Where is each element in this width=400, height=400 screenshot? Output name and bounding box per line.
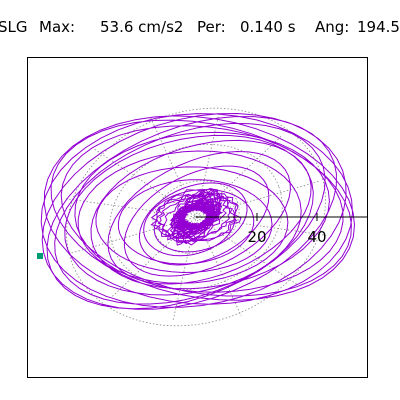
station-code: SLG (0, 18, 28, 36)
trace-path (40, 112, 356, 310)
angle-label: Ang: (315, 18, 350, 36)
angle-axis: 20 40 (196, 213, 367, 246)
axis-tick-label: 40 (307, 228, 326, 246)
max-value: 53.6 cm/s2 (100, 18, 184, 36)
period-value: 0.140 s (240, 18, 296, 36)
angle-value: 194.5 (357, 18, 400, 36)
grid-spoke (110, 136, 282, 298)
max-label: Max: (39, 18, 76, 36)
orbit-plot-frame: 20 40 (27, 57, 368, 378)
axis-tick-label: 20 (247, 228, 266, 246)
orbit-plot: 20 40 (37, 107, 367, 327)
particle-motion-trace (40, 112, 356, 310)
grid-ring (152, 180, 240, 254)
grid-ring (109, 144, 283, 290)
header-bar: SLG Max: 53.6 cm/s2 Per: 0.140 s Ang: 19… (0, 17, 400, 177)
grid-spoke (94, 148, 298, 286)
start-marker (37, 253, 43, 259)
grid-spoke (71, 180, 321, 254)
period-label: Per: (197, 18, 226, 36)
